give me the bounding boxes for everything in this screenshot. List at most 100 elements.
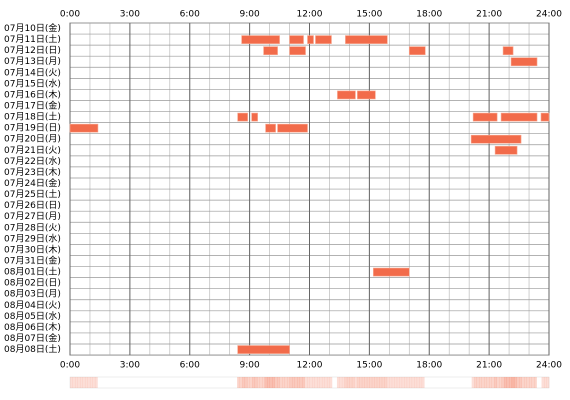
density-cell <box>247 377 250 388</box>
day-label: 08月08日(土) <box>4 343 61 355</box>
density-cell <box>314 377 318 388</box>
density-cell <box>277 377 280 388</box>
density-cell <box>297 377 300 388</box>
density-cell <box>541 377 545 388</box>
activity-block <box>540 112 550 122</box>
x-tick-label-bottom: 3:00 <box>120 361 140 371</box>
activity-block <box>251 112 258 122</box>
density-cell <box>364 377 368 388</box>
density-cell <box>324 377 328 388</box>
x-tick-label-top: 15:00 <box>356 10 382 20</box>
density-cell <box>242 377 245 388</box>
activity-block <box>315 35 332 44</box>
density-cell <box>339 377 343 388</box>
density-cell <box>349 377 353 388</box>
density-cell <box>92 377 96 388</box>
density-cell <box>544 377 547 388</box>
activity-block <box>289 46 306 56</box>
activity-block <box>265 123 276 133</box>
density-cell <box>321 377 325 388</box>
density-cell <box>369 377 373 388</box>
x-tick-label-top: 9:00 <box>240 10 260 20</box>
density-cell <box>366 377 370 388</box>
density-cell <box>264 377 268 388</box>
x-tick-label-top: 18:00 <box>416 10 442 20</box>
density-cell <box>421 377 425 388</box>
density-cell <box>237 377 240 388</box>
density-cell <box>287 377 290 388</box>
density-cell <box>274 377 278 388</box>
density-cell <box>279 377 283 388</box>
density-cell <box>404 377 408 388</box>
density-cell <box>416 377 420 388</box>
density-cell <box>257 377 260 388</box>
density-cell <box>386 377 390 388</box>
activity-block <box>337 90 356 100</box>
density-cell <box>72 377 76 388</box>
day-label: 07月20日(月) <box>4 134 61 145</box>
density-cell <box>284 377 288 388</box>
density-cell <box>94 377 98 388</box>
activity-block <box>345 35 388 44</box>
x-tick-label-top: 21:00 <box>476 10 502 20</box>
density-cell <box>267 377 270 388</box>
density-cell <box>292 377 295 388</box>
density-cell <box>499 377 502 388</box>
density-cell <box>259 377 263 388</box>
density-cell <box>351 377 355 388</box>
density-cell <box>70 377 73 388</box>
day-label: 07月21日(火) <box>4 145 61 156</box>
density-cell <box>411 377 415 388</box>
density-cell <box>341 377 345 388</box>
activity-block <box>472 112 498 122</box>
density-cell <box>414 377 418 388</box>
density-cell <box>272 377 275 388</box>
density-cell <box>489 377 492 388</box>
density-cell <box>299 377 303 388</box>
day-label: 07月14日(火) <box>4 67 61 78</box>
density-cell <box>249 377 253 388</box>
density-cell <box>361 377 365 388</box>
density-cell <box>501 377 505 388</box>
density-cell <box>376 377 380 388</box>
density-cell <box>79 377 83 388</box>
density-cell <box>74 377 78 388</box>
activity-block <box>408 46 426 56</box>
density-cell <box>476 377 480 388</box>
density-cell <box>479 377 482 388</box>
density-cell <box>524 377 527 388</box>
day-label: 07月15日(水) <box>4 77 61 89</box>
density-cell <box>484 377 487 388</box>
day-label: 08月05日(水) <box>4 310 61 322</box>
activity-block <box>502 46 514 56</box>
day-label: 08月03日(月) <box>4 289 61 300</box>
activity-block <box>510 57 538 67</box>
density-cell <box>506 377 510 388</box>
day-label: 08月02日(日) <box>4 278 61 289</box>
density-cell <box>481 377 485 388</box>
density-cell <box>534 377 537 388</box>
density-cell <box>374 377 378 388</box>
activity-block <box>357 90 376 100</box>
x-tick-label-top: 6:00 <box>180 10 200 20</box>
density-cell <box>302 377 305 388</box>
day-label: 07月29日(水) <box>4 232 61 244</box>
x-tick-label-bottom: 6:00 <box>180 361 200 371</box>
day-label: 07月13日(月) <box>4 56 61 67</box>
day-label: 07月23日(木) <box>4 166 61 178</box>
activity-block <box>263 46 278 56</box>
x-tick-label-bottom: 18:00 <box>416 361 442 371</box>
density-cell <box>244 377 248 388</box>
density-frame <box>69 376 550 389</box>
density-cell <box>514 377 517 388</box>
x-tick-label-bottom: 9:00 <box>240 361 260 371</box>
day-label: 07月28日(火) <box>4 222 61 233</box>
day-label: 07月10日(金) <box>4 22 61 34</box>
day-label: 07月17日(金) <box>4 100 61 112</box>
activity-block <box>289 35 304 44</box>
density-cell <box>409 377 413 388</box>
density-cell <box>239 377 243 388</box>
density-cell <box>504 377 507 388</box>
density-cell <box>356 377 360 388</box>
density-cell <box>379 377 383 388</box>
